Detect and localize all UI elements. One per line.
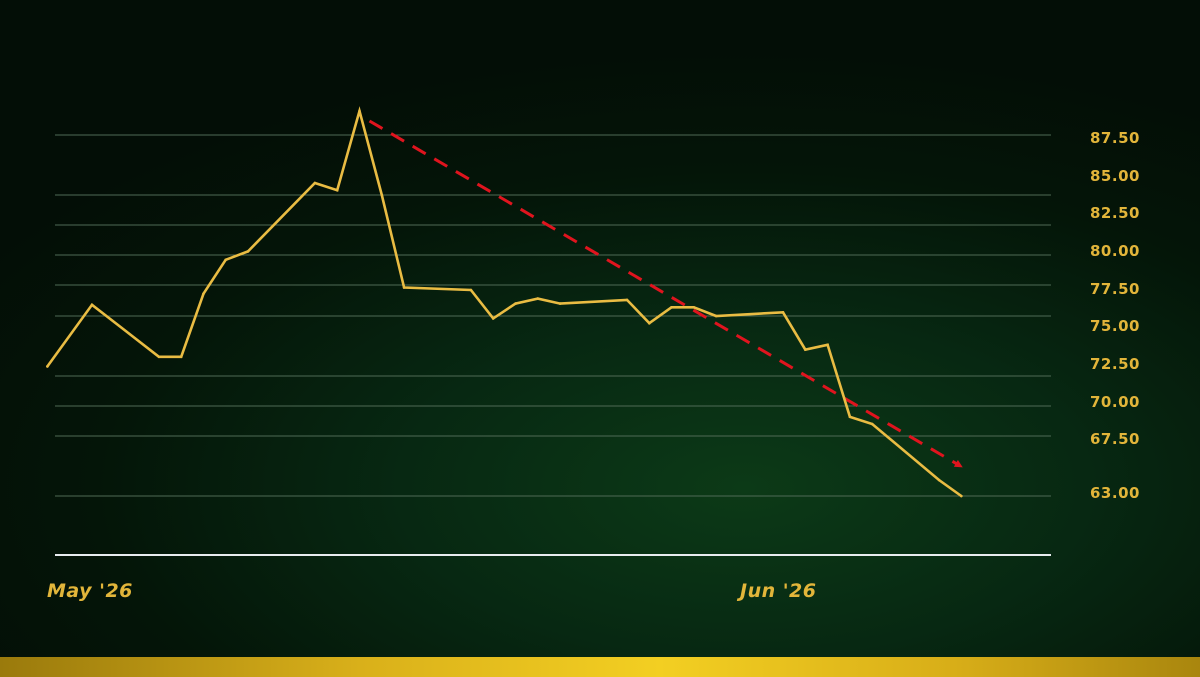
data-point bbox=[402, 286, 406, 289]
data-point bbox=[804, 348, 807, 351]
data-point bbox=[692, 306, 696, 309]
data-point bbox=[870, 422, 874, 426]
y-tick-label: 72.50 bbox=[1090, 355, 1140, 373]
data-point bbox=[469, 288, 473, 292]
data-point bbox=[313, 181, 317, 185]
data-point bbox=[826, 343, 829, 347]
data-point bbox=[335, 188, 339, 192]
y-tick-label: 75.00 bbox=[1090, 317, 1140, 335]
data-point bbox=[781, 311, 785, 314]
series-line bbox=[46, 106, 963, 498]
data-point bbox=[46, 365, 49, 368]
data-point bbox=[670, 306, 673, 309]
data-point bbox=[380, 193, 384, 197]
data-point bbox=[558, 302, 562, 305]
bottom-accent-bar bbox=[0, 657, 1200, 677]
x-tick-label: Jun '26 bbox=[736, 580, 817, 602]
y-tick-label: 80.00 bbox=[1090, 242, 1140, 260]
data-point bbox=[714, 314, 718, 318]
y-tick-label: 82.50 bbox=[1090, 204, 1140, 222]
y-tick-label: 70.00 bbox=[1090, 393, 1140, 411]
x-tick-label: May '26 bbox=[47, 580, 133, 602]
y-tick-label: 77.50 bbox=[1090, 280, 1140, 298]
trend-arrow bbox=[368, 119, 963, 468]
data-point bbox=[246, 250, 250, 253]
data-point bbox=[937, 478, 941, 482]
data-point bbox=[491, 317, 495, 320]
data-point bbox=[157, 355, 161, 359]
price-series bbox=[46, 106, 963, 498]
data-point bbox=[202, 292, 205, 296]
y-tick-label: 87.50 bbox=[1090, 129, 1140, 147]
data-point bbox=[848, 415, 852, 419]
data-point bbox=[960, 494, 963, 498]
data-point bbox=[514, 302, 517, 305]
data-point bbox=[648, 321, 651, 325]
y-tick-label: 67.50 bbox=[1090, 430, 1140, 448]
data-point bbox=[90, 303, 94, 307]
y-tick-label: 63.00 bbox=[1090, 484, 1140, 502]
data-point bbox=[536, 297, 540, 300]
trend-annotation bbox=[368, 119, 963, 468]
data-point bbox=[625, 298, 629, 302]
y-axis-ticks: 63.00 67.50 70.00 72.50 75.00 77.50 80.00 82.50… bbox=[1090, 129, 1140, 502]
y-tick-label: 85.00 bbox=[1090, 167, 1140, 185]
gridlines bbox=[55, 134, 1051, 497]
data-point bbox=[358, 109, 361, 113]
data-point bbox=[224, 258, 227, 262]
data-point bbox=[179, 355, 183, 359]
x-axis-ticks: May '26 Jun '26 bbox=[47, 580, 817, 602]
